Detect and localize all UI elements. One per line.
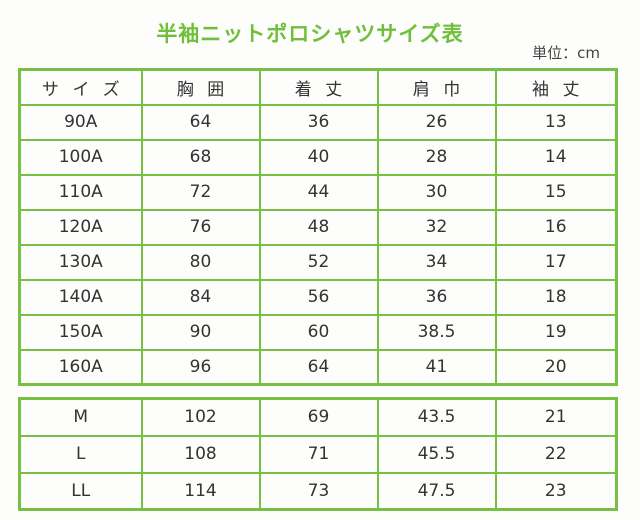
measure-cell: 52 bbox=[258, 243, 379, 281]
measure-cell: 13 bbox=[494, 103, 618, 141]
unit-label: 単位：cm bbox=[532, 44, 600, 62]
measure-cell: 84 bbox=[140, 278, 261, 316]
measure-cell: 30 bbox=[376, 173, 497, 211]
measure-cell: 102 bbox=[140, 397, 261, 437]
column-header: サイズ bbox=[18, 68, 143, 106]
size-cell: 110A bbox=[18, 173, 143, 211]
measure-cell: 44 bbox=[258, 173, 379, 211]
measure-cell: 28 bbox=[376, 138, 497, 176]
size-cell: LL bbox=[18, 471, 143, 511]
measure-cell: 108 bbox=[140, 434, 261, 474]
measure-cell: 64 bbox=[140, 103, 261, 141]
measure-cell: 80 bbox=[140, 243, 261, 281]
measure-cell: 38.5 bbox=[376, 313, 497, 351]
measure-cell: 76 bbox=[140, 208, 261, 246]
measure-cell: 32 bbox=[376, 208, 497, 246]
measure-cell: 36 bbox=[376, 278, 497, 316]
measure-cell: 56 bbox=[258, 278, 379, 316]
title: 半袖ニットポロシャツサイズ表 bbox=[156, 22, 464, 46]
column-header: 着丈 bbox=[258, 68, 379, 106]
size-cell: 120A bbox=[18, 208, 143, 246]
column-header: 胸囲 bbox=[140, 68, 261, 106]
measure-cell: 90 bbox=[140, 313, 261, 351]
measure-cell: 68 bbox=[140, 138, 261, 176]
table-row: LL 114 73 47.5 23 bbox=[18, 471, 618, 511]
size-cell: 150A bbox=[18, 313, 143, 351]
column-header: 肩巾 bbox=[376, 68, 497, 106]
table-row: 110A 72 44 30 15 bbox=[18, 173, 618, 211]
column-header: 袖丈 bbox=[494, 68, 618, 106]
table-row: 90A 64 36 26 13 bbox=[18, 103, 618, 141]
table-row: 150A 90 60 38.5 19 bbox=[18, 313, 618, 351]
measure-cell: 20 bbox=[494, 348, 618, 386]
measure-cell: 64 bbox=[258, 348, 379, 386]
measure-cell: 71 bbox=[258, 434, 379, 474]
table-row: 160A 96 64 41 20 bbox=[18, 348, 618, 386]
measure-cell: 14 bbox=[494, 138, 618, 176]
measure-cell: 43.5 bbox=[376, 397, 497, 437]
table-row: 140A 84 56 36 18 bbox=[18, 278, 618, 316]
table-row: 130A 80 52 34 17 bbox=[18, 243, 618, 281]
measure-cell: 73 bbox=[258, 471, 379, 511]
table-row: 100A 68 40 28 14 bbox=[18, 138, 618, 176]
measure-cell: 36 bbox=[258, 103, 379, 141]
measure-cell: 18 bbox=[494, 278, 618, 316]
size-cell: 100A bbox=[18, 138, 143, 176]
measure-cell: 69 bbox=[258, 397, 379, 437]
measure-cell: 41 bbox=[376, 348, 497, 386]
measure-cell: 15 bbox=[494, 173, 618, 211]
measure-cell: 21 bbox=[494, 397, 618, 437]
measure-cell: 47.5 bbox=[376, 471, 497, 511]
size-cell: 140A bbox=[18, 278, 143, 316]
measure-cell: 34 bbox=[376, 243, 497, 281]
measure-cell: 19 bbox=[494, 313, 618, 351]
size-cell: M bbox=[18, 397, 143, 437]
size-cell: 90A bbox=[18, 103, 143, 141]
measure-cell: 26 bbox=[376, 103, 497, 141]
size-cell: L bbox=[18, 434, 143, 474]
table-row: 120A 76 48 32 16 bbox=[18, 208, 618, 246]
size-cell: 160A bbox=[18, 348, 143, 386]
size-table-large: M 102 69 43.5 21 L 108 71 45.5 22 LL 114 73 47.5 23 bbox=[18, 397, 618, 511]
size-table: サイズ 胸囲 着丈 肩巾 袖丈 90A 64 36 26 13 100A 68 40 28 14 110A 72… bbox=[18, 68, 618, 386]
measure-cell: 114 bbox=[140, 471, 261, 511]
measure-cell: 16 bbox=[494, 208, 618, 246]
table-row: L 108 71 45.5 22 bbox=[18, 434, 618, 474]
measure-cell: 45.5 bbox=[376, 434, 497, 474]
measure-cell: 96 bbox=[140, 348, 261, 386]
table-row: M 102 69 43.5 21 bbox=[18, 397, 618, 437]
measure-cell: 72 bbox=[140, 173, 261, 211]
measure-cell: 17 bbox=[494, 243, 618, 281]
measure-cell: 23 bbox=[494, 471, 618, 511]
header-row: サイズ 胸囲 着丈 肩巾 袖丈 bbox=[18, 68, 618, 106]
measure-cell: 48 bbox=[258, 208, 379, 246]
measure-cell: 22 bbox=[494, 434, 618, 474]
measure-cell: 60 bbox=[258, 313, 379, 351]
measure-cell: 40 bbox=[258, 138, 379, 176]
size-cell: 130A bbox=[18, 243, 143, 281]
